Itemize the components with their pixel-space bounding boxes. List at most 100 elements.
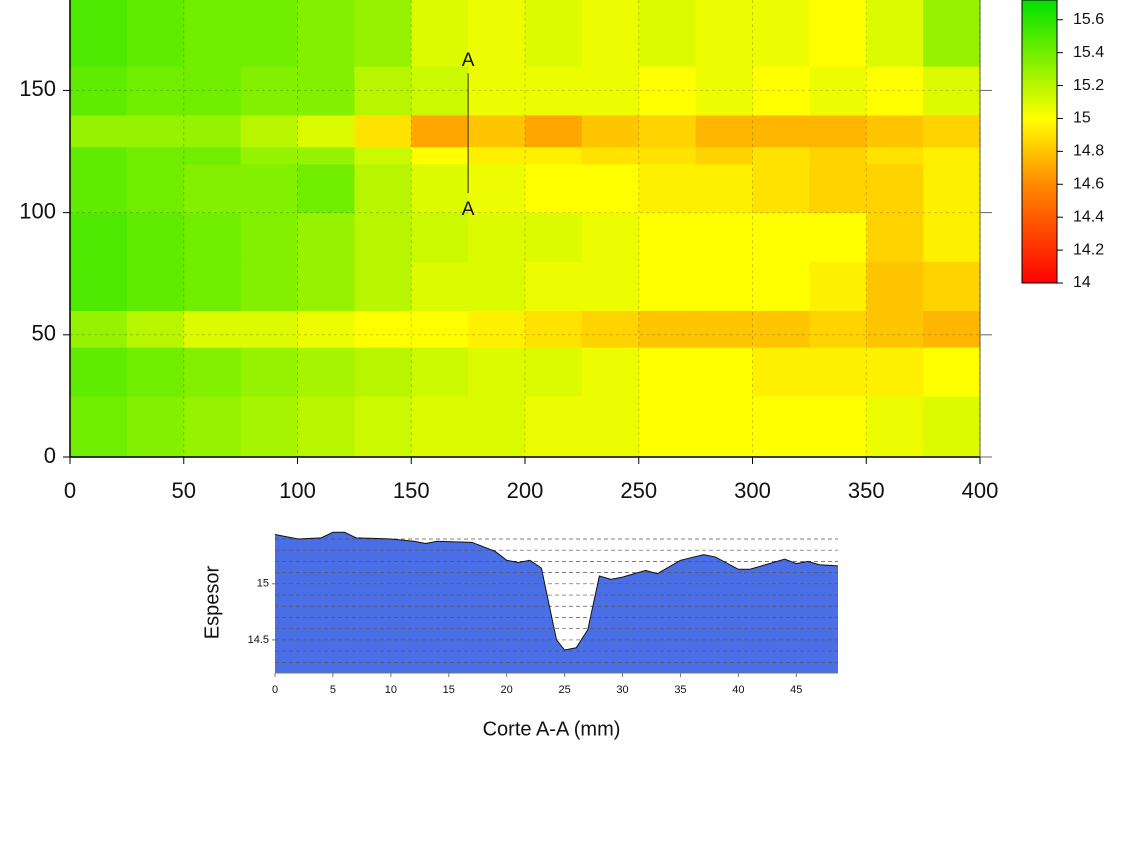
heat-cell <box>240 146 299 165</box>
heat-cell <box>809 114 867 148</box>
colorbar-tick-label: 14.2 <box>1073 241 1104 258</box>
y-tick-label: 0 <box>44 443 56 468</box>
heat-cell <box>638 212 697 263</box>
heat-cell <box>183 310 242 348</box>
heat-cell <box>297 0 355 67</box>
heat-cell <box>809 163 867 214</box>
heat-cell <box>866 395 924 458</box>
y-axis-label: Espesor <box>201 565 223 639</box>
heat-cell <box>297 65 355 116</box>
heat-cell <box>525 212 583 263</box>
heat-cell <box>581 114 640 148</box>
heat-cell <box>70 261 128 311</box>
heat-cell <box>126 163 185 214</box>
heat-cell <box>126 114 185 148</box>
heat-cell <box>126 146 185 165</box>
heat-cell <box>752 114 810 148</box>
x-tick-label: 15 <box>443 684 455 696</box>
heat-cell <box>468 146 526 165</box>
heat-cell <box>923 146 981 165</box>
heat-cell <box>411 65 469 116</box>
heat-cell <box>354 212 412 263</box>
heat-cell <box>525 395 583 458</box>
heat-cell <box>525 146 583 165</box>
heat-cell <box>923 395 981 458</box>
y-tick-label: 150 <box>19 76 56 101</box>
heat-cell <box>183 0 242 67</box>
heat-cell <box>297 212 355 263</box>
heat-cell <box>638 65 697 116</box>
heat-cell <box>638 0 697 67</box>
heat-cell <box>240 0 299 67</box>
heat-cell <box>70 0 128 67</box>
heat-cell <box>468 0 526 67</box>
heat-cell <box>809 212 867 263</box>
heat-cell <box>70 146 128 165</box>
x-tick-label: 35 <box>674 684 686 696</box>
heat-cell <box>297 261 355 311</box>
heat-cell <box>581 347 640 397</box>
x-tick-label: 40 <box>732 684 744 696</box>
line <box>274 531 839 651</box>
heat-cell <box>809 261 867 311</box>
heat-cell <box>468 310 526 348</box>
heat-cell <box>240 212 299 263</box>
heat-cell <box>183 146 242 165</box>
heat-cell <box>866 261 924 311</box>
heat-cell <box>752 261 810 311</box>
heat-cell <box>240 114 299 148</box>
heat-cell <box>923 65 981 116</box>
heat-cell <box>809 146 867 165</box>
heat-cell <box>411 261 469 311</box>
heat-cell <box>752 212 810 263</box>
x-axis-label: Corte A-A (mm) <box>483 718 621 740</box>
heat-cell <box>411 163 469 214</box>
heat-cell <box>126 212 185 263</box>
heat-cell <box>354 347 412 397</box>
heat-cell <box>297 310 355 348</box>
heat-cell <box>581 261 640 311</box>
y-tick-label: 15 <box>257 578 269 590</box>
x-tick-label: 30 <box>616 684 628 696</box>
heat-cell <box>752 163 810 214</box>
heat-cell <box>581 395 640 458</box>
heat-cell <box>70 163 128 214</box>
heat-cell <box>695 65 754 116</box>
heat-cell <box>638 114 697 148</box>
heat-cell <box>354 310 412 348</box>
heat-cell <box>411 310 469 348</box>
heat-cell <box>468 261 526 311</box>
heat-cell <box>809 65 867 116</box>
heat-cell <box>297 347 355 397</box>
heat-cell <box>809 395 867 458</box>
heat-cell <box>354 0 412 67</box>
heat-cell <box>240 347 299 397</box>
y-tick-label: 50 <box>32 321 56 346</box>
heat-cell <box>183 65 242 116</box>
colorbar <box>1021 0 1058 284</box>
colorbar-tick-label: 14 <box>1073 274 1091 291</box>
heat-cell <box>126 347 185 397</box>
heat-cell <box>297 146 355 165</box>
heat-cell <box>411 347 469 397</box>
heat-cell <box>70 65 128 116</box>
heat-cell <box>70 395 128 458</box>
heat-cell <box>126 261 185 311</box>
heat-cell <box>126 0 185 67</box>
colorbar-tick-label: 15.2 <box>1073 77 1104 94</box>
x-tick-label: 45 <box>790 684 802 696</box>
heat-cell <box>297 163 355 214</box>
heat-cell <box>354 114 412 148</box>
heat-cell <box>695 395 754 458</box>
heat-cell <box>183 395 242 458</box>
heat-cell <box>752 395 810 458</box>
heat-cell <box>638 163 697 214</box>
x-tick-label: 150 <box>393 478 430 503</box>
heat-cell <box>468 395 526 458</box>
heat-cell <box>240 310 299 348</box>
heat-cell <box>923 310 981 348</box>
heat-cell <box>695 310 754 348</box>
heat-cell <box>183 114 242 148</box>
x-tick-label: 250 <box>620 478 657 503</box>
colorbar-tick-label: 14.4 <box>1073 208 1104 225</box>
